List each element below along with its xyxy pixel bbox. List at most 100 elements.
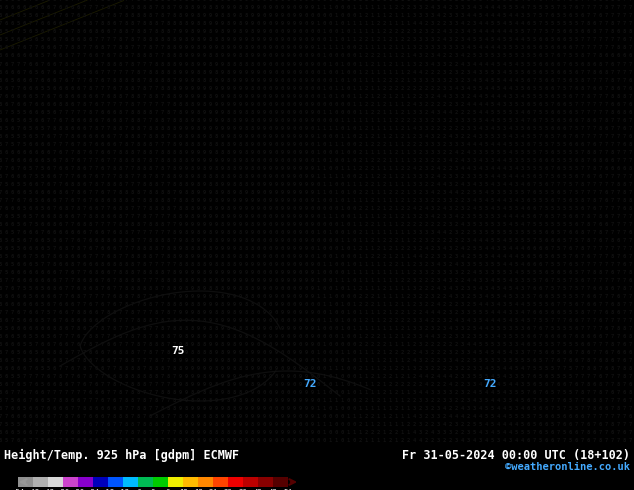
- Text: 3: 3: [430, 390, 434, 394]
- Text: 1: 1: [322, 94, 326, 98]
- Text: 5: 5: [568, 397, 572, 402]
- Text: 7: 7: [533, 325, 536, 330]
- Text: 1: 1: [406, 22, 410, 26]
- Text: 9: 9: [226, 181, 230, 187]
- Text: 5: 5: [46, 397, 49, 402]
- Text: 9: 9: [292, 366, 295, 370]
- Text: 8: 8: [238, 430, 242, 435]
- Text: 7: 7: [623, 294, 626, 298]
- Text: 1: 1: [382, 46, 385, 50]
- Text: 9: 9: [233, 173, 236, 178]
- Text: 6: 6: [562, 46, 566, 50]
- Text: 8: 8: [178, 262, 181, 267]
- Text: 5: 5: [46, 14, 49, 19]
- Text: 6: 6: [88, 358, 92, 363]
- Text: 1: 1: [389, 294, 392, 298]
- Text: 4: 4: [514, 438, 517, 442]
- Text: 7: 7: [112, 173, 115, 178]
- Text: 5: 5: [545, 253, 548, 259]
- Text: 1: 1: [328, 157, 332, 163]
- Text: 3: 3: [436, 277, 439, 283]
- Text: 9: 9: [202, 366, 205, 370]
- Text: 2: 2: [424, 325, 427, 330]
- Text: 0: 0: [262, 238, 266, 243]
- Text: 7: 7: [100, 70, 103, 74]
- Text: 7: 7: [586, 318, 590, 322]
- Text: 6: 6: [107, 29, 110, 34]
- Text: 5: 5: [526, 166, 529, 171]
- Text: 6: 6: [550, 430, 553, 435]
- Text: 8: 8: [209, 286, 212, 291]
- Text: 5: 5: [29, 190, 32, 195]
- Text: 8: 8: [154, 181, 158, 187]
- Text: 7: 7: [124, 334, 127, 339]
- Text: 9: 9: [226, 421, 230, 426]
- Text: 6: 6: [100, 397, 103, 402]
- Text: 6: 6: [94, 238, 98, 243]
- Text: 7: 7: [616, 414, 619, 418]
- Text: 6: 6: [557, 190, 560, 195]
- Text: 9: 9: [304, 245, 307, 250]
- Text: 6: 6: [538, 245, 541, 250]
- Text: 2: 2: [412, 221, 416, 226]
- Text: 4: 4: [508, 173, 512, 178]
- Text: 9: 9: [292, 214, 295, 219]
- Text: 6: 6: [4, 334, 8, 339]
- Text: 5: 5: [46, 245, 49, 250]
- Text: 7: 7: [586, 85, 590, 91]
- Text: 6: 6: [88, 301, 92, 307]
- Text: 6: 6: [58, 149, 61, 154]
- Text: 8: 8: [172, 53, 176, 58]
- Text: 2: 2: [448, 166, 451, 171]
- Text: 0: 0: [287, 157, 290, 163]
- Text: 2: 2: [394, 77, 398, 82]
- Text: 0: 0: [340, 38, 344, 43]
- Text: 9: 9: [233, 270, 236, 274]
- Text: 5: 5: [29, 14, 32, 19]
- Text: 1: 1: [358, 5, 361, 10]
- Text: 4: 4: [490, 277, 494, 283]
- Text: 8: 8: [184, 382, 188, 387]
- Text: 6: 6: [4, 62, 8, 67]
- Text: 5: 5: [562, 286, 566, 291]
- Text: 4: 4: [502, 373, 506, 378]
- Text: 0: 0: [268, 125, 271, 130]
- Text: 6: 6: [0, 334, 2, 339]
- Text: 6: 6: [598, 334, 602, 339]
- Text: 2: 2: [358, 190, 361, 195]
- Text: 2: 2: [436, 221, 439, 226]
- Text: 8: 8: [197, 181, 200, 187]
- Text: 9: 9: [250, 70, 254, 74]
- Text: 7: 7: [58, 390, 61, 394]
- Text: 5: 5: [562, 197, 566, 202]
- Text: 9: 9: [190, 157, 193, 163]
- Text: 4: 4: [479, 46, 482, 50]
- Text: 9: 9: [304, 294, 307, 298]
- Text: 3: 3: [430, 53, 434, 58]
- Text: 5: 5: [538, 94, 541, 98]
- Text: 6: 6: [100, 414, 103, 418]
- Text: 8: 8: [611, 29, 614, 34]
- Text: 8: 8: [586, 382, 590, 387]
- Text: 2: 2: [430, 397, 434, 402]
- Text: 2: 2: [424, 294, 427, 298]
- Text: 6: 6: [545, 62, 548, 67]
- Text: 0: 0: [299, 29, 302, 34]
- Text: 6: 6: [53, 190, 56, 195]
- Text: 6: 6: [16, 438, 20, 442]
- Text: 0: 0: [353, 14, 356, 19]
- Text: 2: 2: [401, 109, 404, 115]
- Text: 6: 6: [112, 406, 115, 411]
- Text: 5: 5: [29, 38, 32, 43]
- Text: 9: 9: [178, 438, 181, 442]
- Text: 3: 3: [514, 125, 517, 130]
- Text: 9: 9: [209, 214, 212, 219]
- Text: 5: 5: [521, 70, 524, 74]
- Text: 8: 8: [202, 22, 205, 26]
- Text: 7: 7: [70, 53, 74, 58]
- Text: 6: 6: [586, 173, 590, 178]
- Text: 2: 2: [412, 421, 416, 426]
- Text: 4: 4: [443, 373, 446, 378]
- Text: 9: 9: [197, 166, 200, 171]
- Text: 3: 3: [448, 349, 451, 354]
